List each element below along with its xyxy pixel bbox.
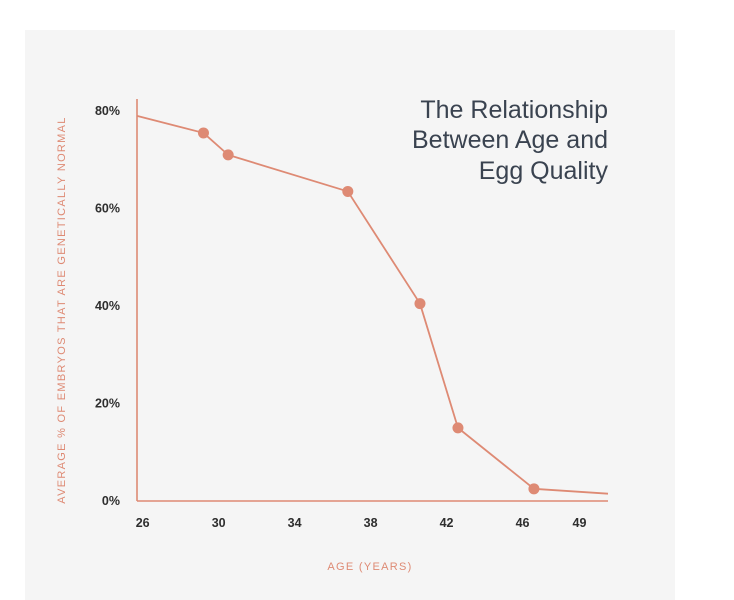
x-tick-label: 46 [516,516,530,530]
x-tick-label: 30 [212,516,226,530]
data-point [414,298,426,310]
x-tick-labels: 26 30 34 38 42 46 49 [136,516,587,530]
line-chart: The Relationship Between Age and Egg Qua… [56,96,609,573]
chart-title-line-1: The Relationship [420,96,608,124]
y-tick-label: 60% [95,202,120,216]
y-tick-labels: 0% 20% 40% 60% 80% [95,104,120,508]
plot-area [136,115,609,495]
x-tick-label: 38 [364,516,378,530]
data-point [528,483,540,495]
x-tick-label: 49 [573,516,587,530]
x-tick-label: 34 [288,516,302,530]
chart-title-line-2: Between Age and [412,126,608,154]
y-tick-label: 0% [102,494,120,508]
series-line [136,115,609,495]
data-point [342,185,354,197]
data-point [197,127,209,139]
x-tick-label: 42 [440,516,454,530]
chart-panel: The Relationship Between Age and Egg Qua… [25,30,675,600]
chart-title-line-3: Egg Quality [479,157,609,185]
x-tick-label: 26 [136,516,150,530]
y-tick-label: 40% [95,299,120,313]
chart-title: The Relationship Between Age and Egg Qua… [412,96,608,185]
y-tick-label: 80% [95,104,120,118]
y-tick-label: 20% [95,397,120,411]
data-point [222,149,234,161]
data-point [452,422,464,434]
y-axis-label: AVERAGE % OF EMBRYOS THAT ARE GENETICALL… [56,116,68,503]
x-axis-label: AGE (YEARS) [327,561,412,573]
